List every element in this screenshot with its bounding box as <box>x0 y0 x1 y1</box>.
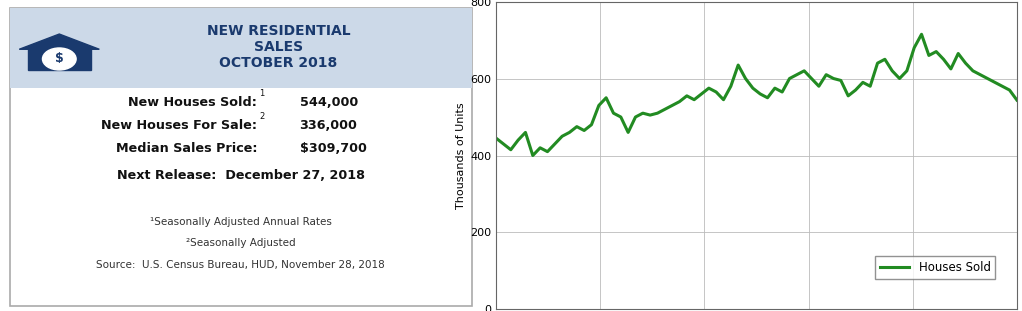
Text: ²Seasonally Adjusted: ²Seasonally Adjusted <box>186 238 295 248</box>
Text: $: $ <box>55 53 63 66</box>
Text: ¹Seasonally Adjusted Annual Rates: ¹Seasonally Adjusted Annual Rates <box>150 217 331 227</box>
Circle shape <box>43 48 76 70</box>
Polygon shape <box>19 34 99 49</box>
Text: 2: 2 <box>260 112 265 121</box>
Text: 544,000: 544,000 <box>299 96 358 109</box>
Text: 336,000: 336,000 <box>299 119 358 132</box>
Legend: Houses Sold: Houses Sold <box>875 257 995 279</box>
Text: Next Release:  December 27, 2018: Next Release: December 27, 2018 <box>117 169 365 182</box>
FancyBboxPatch shape <box>10 8 471 306</box>
FancyBboxPatch shape <box>28 49 91 70</box>
Text: New Houses For Sale:: New Houses For Sale: <box>101 119 258 132</box>
Text: Median Sales Price:: Median Sales Price: <box>115 142 258 155</box>
Text: $309,700: $309,700 <box>299 142 367 155</box>
Text: SALES: SALES <box>253 39 303 53</box>
Text: New Houses Sold:: New Houses Sold: <box>129 96 258 109</box>
Text: OCTOBER 2018: OCTOBER 2018 <box>220 56 337 70</box>
Text: Source:  U.S. Census Bureau, HUD, November 28, 2018: Source: U.S. Census Bureau, HUD, Novembe… <box>96 260 385 270</box>
Y-axis label: Thousands of Units: Thousands of Units <box>456 102 466 209</box>
Text: NEW RESIDENTIAL: NEW RESIDENTIAL <box>206 24 351 38</box>
FancyBboxPatch shape <box>10 8 471 88</box>
Text: 1: 1 <box>260 89 265 98</box>
